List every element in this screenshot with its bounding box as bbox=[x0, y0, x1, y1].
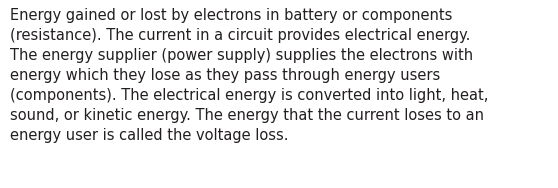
Text: Energy gained or lost by electrons in battery or components
(resistance). The cu: Energy gained or lost by electrons in ba… bbox=[10, 8, 488, 143]
